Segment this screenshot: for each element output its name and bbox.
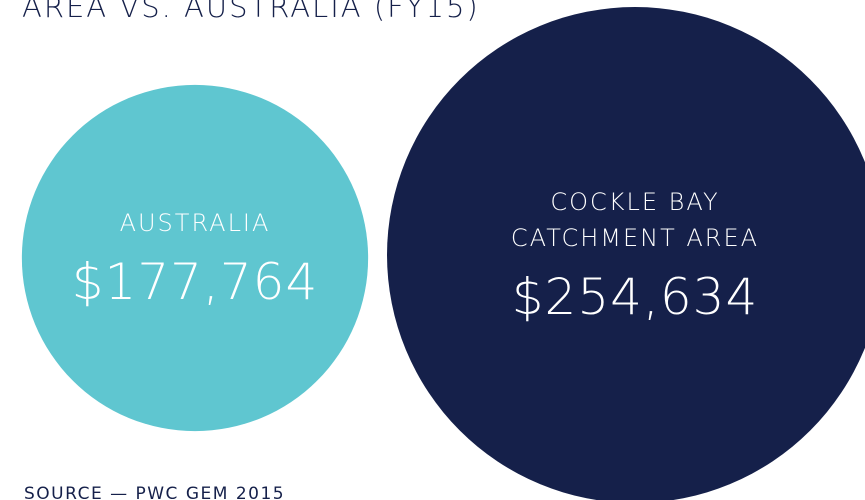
- chart-title: AREA VS. AUSTRALIA (FY15): [22, 0, 480, 24]
- bubble: [387, 7, 865, 500]
- bubble-label: AUSTRALIA $177,764: [35, 205, 355, 311]
- value-label: $177,764: [71, 253, 319, 311]
- value-label: $254,634: [511, 268, 759, 326]
- source-note: SOURCE — PWC GEM 2015: [24, 484, 286, 500]
- bubble: [21, 84, 369, 432]
- category-label: COCKLE BAY CATCHMENT AREA: [510, 188, 760, 252]
- bubble-label: COCKLE BAY CATCHMENT AREA $254,634: [490, 184, 780, 326]
- category-label: AUSTRALIA: [119, 209, 271, 237]
